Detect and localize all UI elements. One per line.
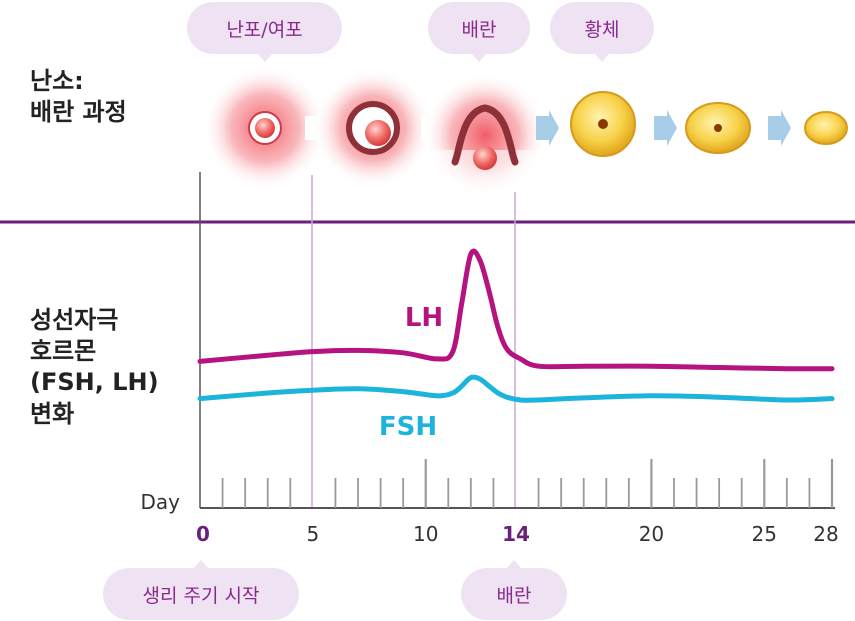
- arrow-icon-5: [768, 110, 791, 146]
- fsh-series-label: FSH: [379, 412, 437, 442]
- x-tick-label: 28: [813, 522, 838, 546]
- lh-series-line: [197, 248, 835, 372]
- follicle-label: 난포/여포: [187, 2, 342, 62]
- x-tick-labels: 0 5 10 14 20 25 28: [196, 522, 839, 546]
- ruptured-follicle: [451, 104, 519, 166]
- arrow-icon-3: [536, 110, 559, 146]
- hormone-change-label: 성선자극 호르몬 (FSH, LH) 변화: [30, 306, 159, 428]
- x-tick-label: 20: [639, 522, 664, 546]
- lh-series-label: LH: [405, 303, 443, 333]
- x-tick-label: 14: [502, 522, 530, 546]
- egg-1: [255, 118, 275, 138]
- ovary-stage-illustrations: [203, 66, 848, 197]
- corpus-albicans: [804, 111, 848, 145]
- x-ticks: [221, 459, 834, 508]
- fsh-series-line: [197, 374, 835, 403]
- egg-2: [365, 120, 391, 146]
- arrow-icon-4: [654, 110, 677, 146]
- x-axis-label: Day: [141, 490, 181, 514]
- ovulation-stage-label: 배란: [428, 2, 530, 62]
- x-tick-label: 5: [306, 522, 319, 546]
- ovulation-day-label: 배란: [461, 560, 567, 620]
- x-tick-label: 10: [413, 522, 438, 546]
- x-tick-label: 25: [752, 522, 777, 546]
- x-tick-label: 0: [196, 522, 210, 546]
- released-egg: [473, 146, 497, 170]
- ovary-process-label: 난소: 배란 과정: [30, 67, 127, 127]
- corpus-luteum-label: 황체: [550, 2, 654, 62]
- cycle-start-label: 생리 주기 시작: [103, 560, 299, 620]
